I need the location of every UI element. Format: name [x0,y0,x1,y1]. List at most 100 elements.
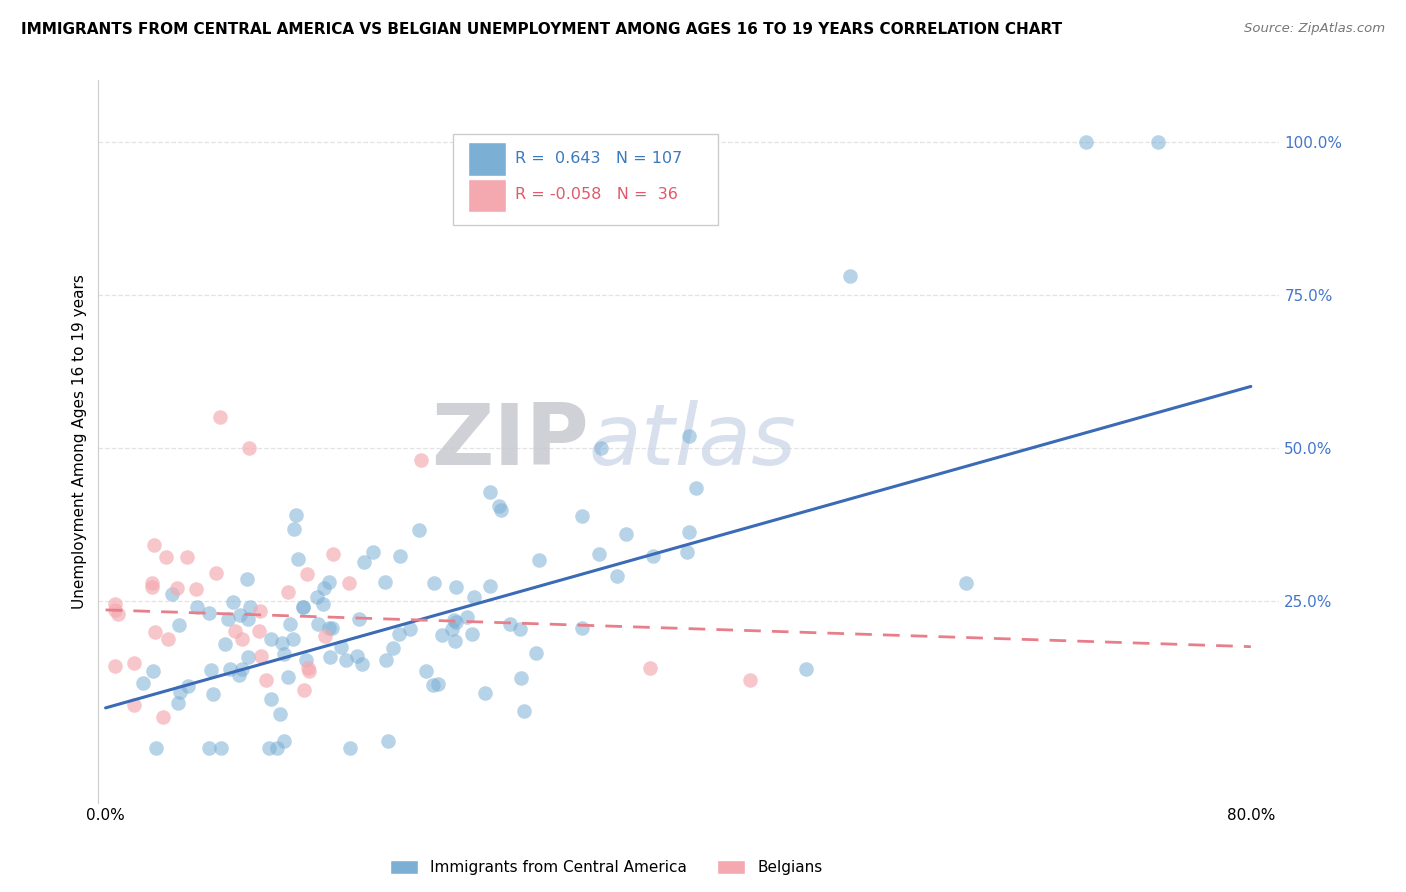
Point [305,590,328,604]
Point [141,580,163,594]
Point [152,710,174,724]
Point [955,575,977,590]
Point [273,733,295,747]
Point [589,441,612,455]
Point [685,481,707,495]
Point [292,683,315,698]
Point [415,664,437,678]
Point [104,598,127,612]
Point [277,585,299,599]
Point [283,522,305,536]
Point [474,686,496,700]
Point [346,648,368,663]
Point [377,733,399,747]
Point [319,650,342,665]
Point [489,502,512,516]
Point [321,621,343,635]
Point [236,612,259,626]
Point [440,623,463,637]
Point [422,575,444,590]
FancyBboxPatch shape [468,143,506,176]
Point [236,649,259,664]
Point [509,622,531,636]
Point [266,740,288,755]
Point [389,549,412,563]
Text: Source: ZipAtlas.com: Source: ZipAtlas.com [1244,22,1385,36]
Point [219,662,242,676]
Point [167,618,190,632]
Text: IMMIGRANTS FROM CENTRAL AMERICA VS BELGIAN UNEMPLOYMENT AMONG AGES 16 TO 19 YEAR: IMMIGRANTS FROM CENTRAL AMERICA VS BELGI… [21,22,1062,37]
Point [143,625,166,640]
Point [318,621,340,635]
Point [231,632,253,647]
Point [104,603,127,617]
Point [167,696,190,710]
Point [298,664,321,678]
Point [278,617,301,632]
Y-axis label: Unemployment Among Ages 16 to 19 years: Unemployment Among Ages 16 to 19 years [72,274,87,609]
Point [641,549,664,564]
Point [527,553,550,567]
Point [510,672,533,686]
Point [361,545,384,559]
Point [1275,135,1298,149]
Point [228,667,250,681]
Point [277,670,299,684]
Point [202,686,225,700]
Point [444,580,467,594]
Point [224,624,246,638]
Point [131,675,153,690]
Point [273,647,295,661]
Point [330,640,353,654]
Point [217,612,239,626]
Point [297,661,319,675]
Point [260,691,283,706]
Point [571,622,593,636]
Point [214,637,236,651]
Point [614,527,637,541]
Point [381,641,404,656]
Point [169,684,191,698]
Point [794,662,817,676]
Point [839,269,862,284]
Text: atlas: atlas [589,400,797,483]
Text: R = -0.058   N =  36: R = -0.058 N = 36 [516,187,678,202]
Point [339,740,361,755]
Point [259,632,281,646]
Point [738,673,761,688]
Point [676,544,699,558]
Point [292,600,315,615]
Point [1146,135,1168,149]
Point [284,508,307,522]
Legend: Immigrants from Central America, Belgians: Immigrants from Central America, Belgian… [384,854,828,881]
FancyBboxPatch shape [468,178,506,211]
Text: R =  0.643   N = 107: R = 0.643 N = 107 [516,151,682,166]
Point [314,629,336,643]
Point [107,607,129,622]
Point [157,632,180,646]
Point [198,740,221,755]
Point [294,653,316,667]
Point [1076,135,1098,149]
Point [571,508,593,523]
Point [259,740,281,755]
Point [606,568,628,582]
Point [104,658,127,673]
Point [205,566,228,580]
Point [236,572,259,586]
Point [463,590,485,604]
Point [444,615,467,629]
Point [513,704,536,718]
Point [229,607,252,622]
Point [335,653,357,667]
Point [312,581,335,595]
Point [200,663,222,677]
Point [374,574,396,589]
Point [498,617,520,632]
Point [184,582,207,596]
Point [350,657,373,672]
Point [247,624,270,638]
Point [287,551,309,566]
Text: ZIP: ZIP [430,400,589,483]
Point [347,611,370,625]
